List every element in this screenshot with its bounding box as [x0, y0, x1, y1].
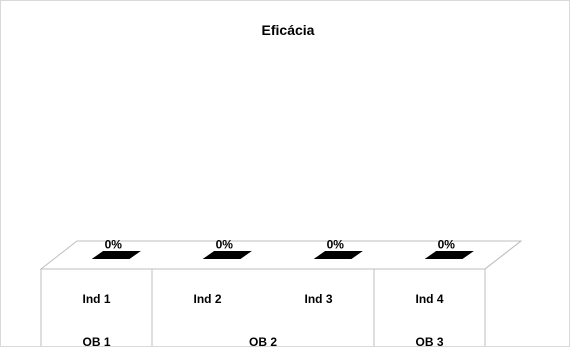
category-label: Ind 2	[193, 292, 221, 306]
bar	[424, 251, 474, 259]
bar-series	[91, 251, 474, 259]
bar	[313, 251, 363, 259]
floor-edge	[484, 240, 522, 270]
group-label: OB 3	[415, 335, 443, 346]
category-table: OB 1 OB 2 OB 3 Ind 1 Ind 2 Ind 3 Ind 4	[40, 240, 522, 346]
category-label: Ind 3	[304, 292, 332, 306]
category-label: Ind 4	[415, 292, 443, 306]
data-labels: 0% 0% 0% 0%	[105, 238, 456, 252]
category-label: Ind 1	[82, 292, 110, 306]
data-label: 0%	[105, 238, 123, 252]
group-label: OB 2	[249, 335, 277, 346]
chart-title: Eficácia	[262, 22, 315, 38]
data-label: 0%	[216, 238, 234, 252]
bar	[91, 251, 141, 259]
data-label: 0%	[438, 238, 456, 252]
group-label: OB 1	[82, 335, 110, 346]
data-label: 0%	[327, 238, 345, 252]
bar	[202, 251, 252, 259]
